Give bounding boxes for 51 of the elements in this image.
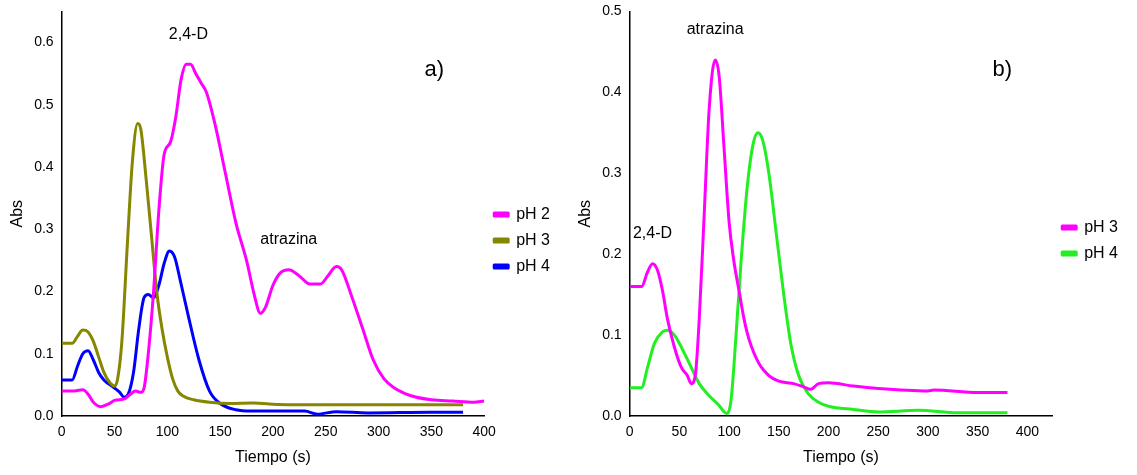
legend-label: pH 4 xyxy=(1084,243,1119,261)
line-series xyxy=(61,249,465,416)
x-tick-label: 100 xyxy=(717,423,741,440)
y-tick-label: 0.4 xyxy=(602,83,622,100)
x-tick-label: 350 xyxy=(965,423,990,440)
y-axis-title: Abs xyxy=(576,199,594,228)
y-tick-label: 0.0 xyxy=(602,406,622,423)
x-tick-label: 0 xyxy=(57,423,66,440)
annotation: b) xyxy=(992,56,1012,82)
x-tick-label: 150 xyxy=(208,423,233,440)
annotation: a) xyxy=(424,56,444,82)
y-tick-label: 0.5 xyxy=(34,95,54,112)
y-tick-label: 0.1 xyxy=(34,344,54,361)
y-tick-label: 0.3 xyxy=(602,164,622,181)
y-tick-label: 0.3 xyxy=(34,220,54,237)
line-series xyxy=(61,121,465,407)
y-tick-label: 0.2 xyxy=(34,282,54,299)
y-tick-label: 0.6 xyxy=(34,33,54,50)
x-tick-label: 50 xyxy=(106,423,123,440)
x-tick-label: 400 xyxy=(472,423,497,440)
x-axis-title: Tiempo (s) xyxy=(803,447,879,465)
line-series xyxy=(61,62,485,409)
x-tick-label: 400 xyxy=(1015,423,1040,440)
x-tick-label: 250 xyxy=(866,423,891,440)
legend-label: pH 3 xyxy=(1084,217,1119,235)
y-tick-label: 0.5 xyxy=(602,2,622,19)
y-tick-label: 0.0 xyxy=(34,406,54,423)
annotation: atrazina xyxy=(260,230,318,248)
y-tick-label: 0.4 xyxy=(34,157,54,174)
y-tick-label: 0.2 xyxy=(602,245,622,262)
annotation: 2,4-D xyxy=(632,224,673,242)
x-tick-label: 300 xyxy=(916,423,940,440)
legend-label: pH 2 xyxy=(516,204,551,222)
x-tick-label: 300 xyxy=(366,423,391,440)
annotation: 2,4-D xyxy=(168,24,208,42)
x-tick-label: 200 xyxy=(816,423,841,440)
x-tick-label: 200 xyxy=(261,423,285,440)
x-tick-label: 100 xyxy=(155,423,180,440)
y-axis-title: Abs xyxy=(8,199,26,228)
line-series xyxy=(629,131,1009,416)
legend-label: pH 4 xyxy=(516,256,551,274)
line-series xyxy=(629,58,1009,395)
annotation: atrazina xyxy=(686,20,744,38)
y-tick-label: 0.1 xyxy=(602,325,622,342)
x-tick-label: 350 xyxy=(419,423,444,440)
x-tick-label: 0 xyxy=(625,423,634,440)
x-tick-label: 250 xyxy=(314,423,338,440)
x-axis-title: Tiempo (s) xyxy=(235,447,311,465)
x-tick-label: 50 xyxy=(671,423,688,440)
x-tick-label: 150 xyxy=(767,423,791,440)
legend-label: pH 3 xyxy=(516,230,551,248)
